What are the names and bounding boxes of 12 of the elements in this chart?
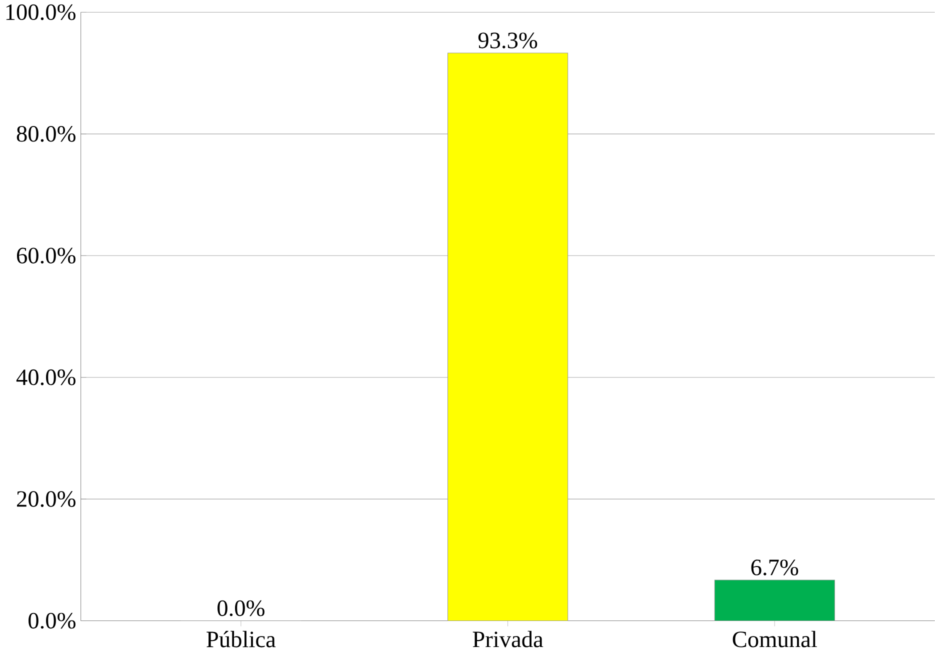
y-tick-label: 100.0%: [6, 4, 76, 20]
y-tick-label: 40.0%: [16, 370, 76, 386]
y-tick-label: 60.0%: [16, 248, 76, 264]
y-tick-label: 20.0%: [17, 491, 76, 508]
y-tick-label: 80.0%: [16, 126, 76, 142]
data-label: 93.3%: [478, 32, 538, 49]
x-tick-label: Comunal: [732, 631, 817, 648]
x-tick-label: Pública: [206, 631, 276, 648]
data-label: 0.0%: [218, 600, 264, 616]
data-label: 6.7%: [751, 560, 798, 576]
y-tick-label: 0.0%: [28, 613, 76, 629]
x-tick-label: Privada: [472, 631, 544, 648]
